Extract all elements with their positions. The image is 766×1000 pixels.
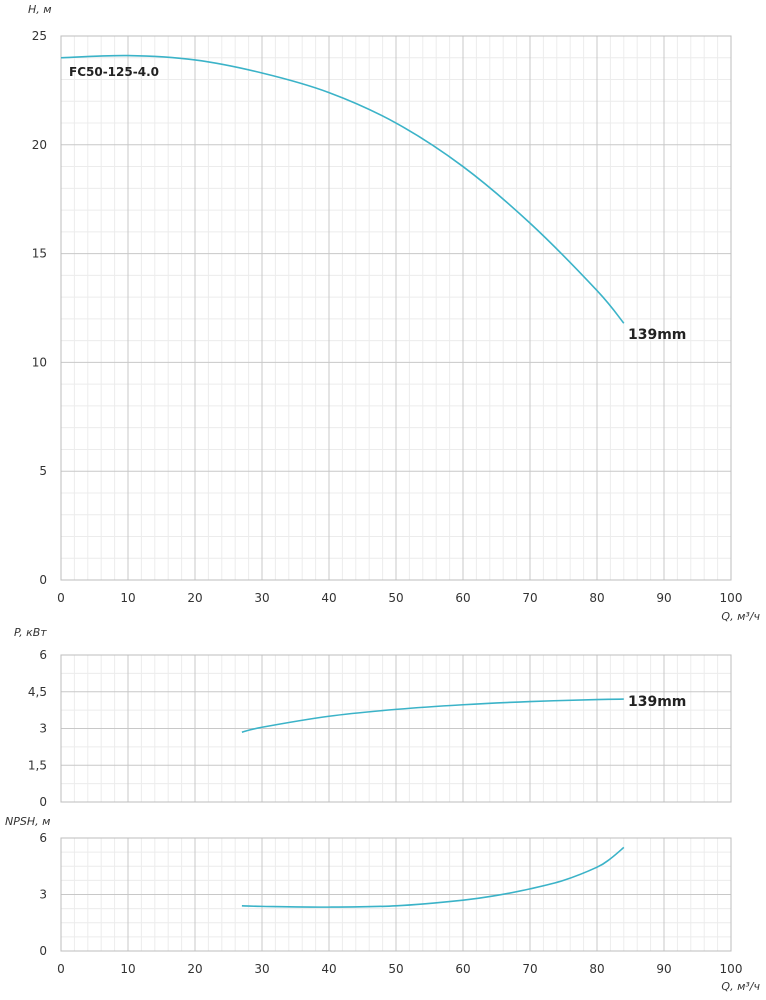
- chart-head-model-label: FC50-125-4.0: [69, 65, 159, 79]
- chart-head-x-tick-label: 90: [656, 591, 671, 605]
- chart-power-frame: [60, 654, 732, 803]
- chart-head-y-tick-label: 10: [32, 355, 47, 369]
- chart-head-frame: [60, 35, 732, 581]
- chart-npsh-x-tick-label: 30: [254, 962, 269, 976]
- chart-head-x-tick-label: 70: [522, 591, 537, 605]
- chart-head-x-tick-label: 80: [589, 591, 604, 605]
- chart-npsh-y-tick-label: 6: [39, 831, 47, 845]
- chart-head-x-tick-label: 30: [254, 591, 269, 605]
- chart-npsh-x-tick-label: 90: [656, 962, 671, 976]
- chart-npsh-frame: [60, 837, 732, 952]
- chart-head-y-tick-label: 25: [32, 29, 47, 43]
- chart-power-y-tick-label: 1,5: [28, 758, 47, 772]
- chart-head-y-tick-label: 15: [32, 247, 47, 261]
- chart-head-x-tick-label: 50: [388, 591, 403, 605]
- chart-head-x-tick-label: 10: [120, 591, 135, 605]
- chart-power-y-tick-label: 0: [39, 795, 47, 809]
- chart-npsh-y-tick-label: 3: [39, 888, 47, 902]
- chart-power-y-tick-label: 4,5: [28, 685, 47, 699]
- chart-head-y-tick-label: 5: [39, 464, 47, 478]
- chart-npsh-x-tick-label: 10: [120, 962, 135, 976]
- chart-npsh-x-tick-label: 50: [388, 962, 403, 976]
- chart-npsh-x-tick-label: 40: [321, 962, 336, 976]
- chart-npsh-x-tick-label: 60: [455, 962, 470, 976]
- chart-head-x-tick-label: 60: [455, 591, 470, 605]
- chart-npsh-x-tick-label: 0: [57, 962, 65, 976]
- chart-head-y-axis-title: H, м: [28, 3, 52, 16]
- chart-npsh-y-tick-label: 0: [39, 944, 47, 958]
- chart-head-x-tick-label: 40: [321, 591, 336, 605]
- chart-head-x-tick-label: 20: [187, 591, 202, 605]
- chart-npsh-y-axis-title: NPSH, м: [5, 815, 50, 828]
- chart-head-series-label: 139mm: [628, 327, 686, 343]
- chart-power-y-axis-title: P, кВт: [14, 626, 47, 639]
- chart-npsh-x-tick-label: 100: [720, 962, 743, 976]
- chart-npsh-x-tick-label: 80: [589, 962, 604, 976]
- chart-npsh-series-line: [241, 846, 625, 908]
- chart-head-y-tick-label: 0: [39, 573, 47, 587]
- chart-head-series-line: [60, 54, 625, 324]
- chart-power-y-tick-label: 3: [39, 722, 47, 736]
- chart-head-x-axis-title: Q, м³/ч: [721, 610, 760, 623]
- chart-power-series-label: 139mm: [628, 694, 686, 710]
- chart-power-y-tick-label: 6: [39, 648, 47, 662]
- chart-power-series-line: [241, 698, 624, 733]
- chart-npsh-x-tick-label: 70: [522, 962, 537, 976]
- chart-head-x-tick-label: 0: [57, 591, 65, 605]
- chart-head-x-tick-label: 100: [720, 591, 743, 605]
- chart-npsh-x-tick-label: 20: [187, 962, 202, 976]
- chart-npsh-x-axis-title: Q, м³/ч: [721, 980, 760, 993]
- chart-head-y-tick-label: 20: [32, 138, 47, 152]
